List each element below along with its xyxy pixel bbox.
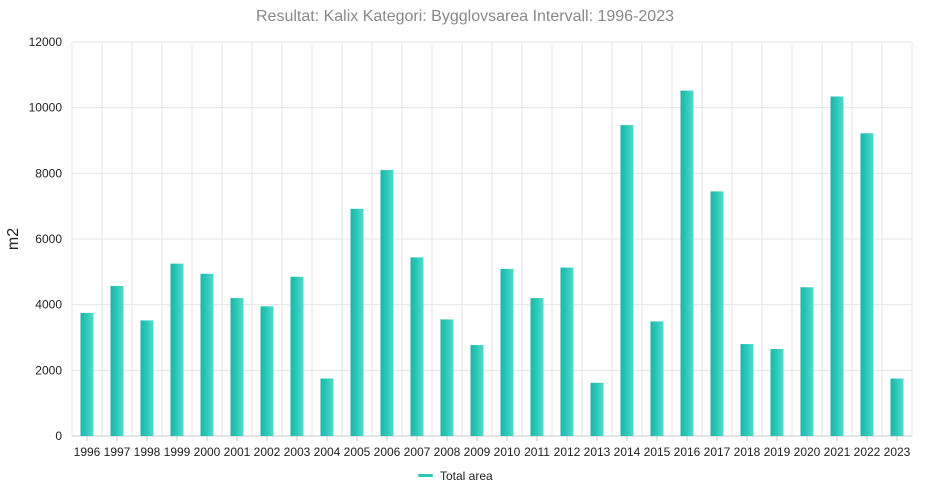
x-axis-ticks: 1996 1997 1998 1999 2000 2001 2002 2003 2004 2005… xyxy=(74,436,911,459)
bar-2017[interactable] xyxy=(710,191,724,436)
x-tick-label: 2012 xyxy=(554,445,581,459)
bar-2018[interactable] xyxy=(740,344,754,436)
y-tick-label: 6000 xyxy=(35,232,62,246)
bar-2015[interactable] xyxy=(650,321,664,436)
bar-1999[interactable] xyxy=(170,263,184,436)
x-tick-label: 1998 xyxy=(134,445,161,459)
x-tick-label: 2022 xyxy=(854,445,881,459)
y-tick-label: 12000 xyxy=(29,35,63,49)
bar-2007[interactable] xyxy=(410,257,424,436)
y-axis-ticks: 0 2000 4000 6000 8000 10000 12000 xyxy=(29,35,63,443)
y-tick-label: 4000 xyxy=(35,298,62,312)
chart-title: Resultat: Kalix Kategori: Bygglovsarea I… xyxy=(256,8,674,25)
legend-swatch xyxy=(418,474,433,477)
x-tick-label: 2013 xyxy=(584,445,611,459)
bar-1997[interactable] xyxy=(110,285,124,436)
bar-2020[interactable] xyxy=(800,287,814,436)
x-tick-label: 2020 xyxy=(794,445,821,459)
x-tick-label: 2001 xyxy=(224,445,251,459)
bar-2006[interactable] xyxy=(380,170,394,437)
bar-2002[interactable] xyxy=(260,306,274,436)
bar-2011[interactable] xyxy=(530,298,544,436)
gridlines xyxy=(71,41,913,437)
bar-2012[interactable] xyxy=(560,267,574,436)
x-tick-label: 1997 xyxy=(104,445,131,459)
x-tick-label: 2021 xyxy=(824,445,851,459)
bar-2000[interactable] xyxy=(200,273,214,436)
x-tick-label: 2006 xyxy=(374,445,401,459)
x-tick-label: 2015 xyxy=(644,445,671,459)
x-tick-label: 2008 xyxy=(434,445,461,459)
bar-2005[interactable] xyxy=(350,208,364,436)
bar-series xyxy=(80,90,904,437)
x-tick-label: 1996 xyxy=(74,445,101,459)
legend[interactable]: Total area xyxy=(418,469,493,483)
bar-2010[interactable] xyxy=(500,268,514,436)
bar-1998[interactable] xyxy=(140,320,154,436)
bar-2023[interactable] xyxy=(890,378,904,436)
y-tick-label: 2000 xyxy=(35,363,62,377)
x-tick-label: 2005 xyxy=(344,445,371,459)
x-tick-label: 2007 xyxy=(404,445,431,459)
x-tick-label: 2016 xyxy=(674,445,701,459)
y-axis-label: m2 xyxy=(5,228,22,250)
x-tick-label: 2018 xyxy=(734,445,761,459)
x-tick-label: 1999 xyxy=(164,445,191,459)
x-tick-label: 2003 xyxy=(284,445,311,459)
x-tick-label: 2004 xyxy=(314,445,341,459)
y-tick-label: 8000 xyxy=(35,166,62,180)
bar-2004[interactable] xyxy=(320,378,334,436)
x-tick-label: 2002 xyxy=(254,445,281,459)
bar-2016[interactable] xyxy=(680,90,694,437)
bar-2001[interactable] xyxy=(230,298,244,436)
bar-2014[interactable] xyxy=(620,125,634,437)
bar-2003[interactable] xyxy=(290,276,304,436)
bar-2009[interactable] xyxy=(470,345,484,436)
x-tick-label: 2010 xyxy=(494,445,521,459)
bar-1996[interactable] xyxy=(80,312,94,436)
bar-2022[interactable] xyxy=(860,133,874,436)
x-tick-label: 2014 xyxy=(614,445,641,459)
x-tick-label: 2009 xyxy=(464,445,491,459)
x-tick-label: 2023 xyxy=(884,445,911,459)
y-tick-label: 10000 xyxy=(29,101,63,115)
x-tick-label: 2000 xyxy=(194,445,221,459)
y-tick-label: 0 xyxy=(55,429,62,443)
bar-2008[interactable] xyxy=(440,319,454,436)
x-tick-label: 2011 xyxy=(524,445,550,459)
bar-2013[interactable] xyxy=(590,382,604,436)
bar-2019[interactable] xyxy=(770,348,784,436)
x-tick-label: 2019 xyxy=(764,445,791,459)
x-tick-label: 2017 xyxy=(704,445,731,459)
legend-label-total-area: Total area xyxy=(440,469,493,483)
bar-2021[interactable] xyxy=(830,96,844,437)
